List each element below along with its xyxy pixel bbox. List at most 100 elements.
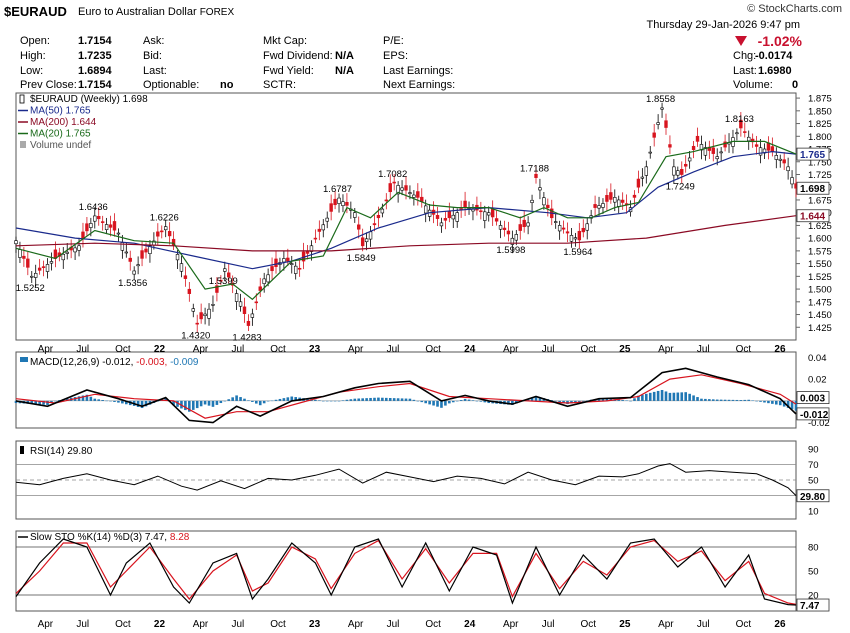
macd-hist-bar [459, 400, 463, 401]
price-xlabel-15: 25 [619, 344, 631, 355]
macd-hist-bar [50, 400, 53, 403]
macd-legend-icon [20, 357, 28, 362]
macd-hist-bar [85, 394, 89, 401]
macd-hist-bar [42, 400, 45, 405]
macd-hist-bar [708, 399, 711, 401]
candle-body [360, 237, 365, 247]
price-xlabel-3: 22 [154, 344, 166, 355]
macd-hist-bar [617, 399, 621, 401]
macd-hist-bar [633, 398, 636, 401]
macd-hist-bar [282, 398, 286, 401]
candle-body [41, 266, 46, 268]
sto-ytick-2: 20 [808, 591, 819, 602]
tag-sto-box [796, 598, 830, 612]
last-earnings-label: Last Earnings: [383, 65, 454, 77]
macd-hist-bar [526, 399, 530, 401]
macd-hist-bar [424, 400, 427, 404]
candle-body [33, 272, 38, 278]
ma-line-2 [15, 140, 797, 301]
candle-body [341, 201, 345, 206]
macd-hist-bar [562, 400, 565, 404]
tag-ma200-box [796, 209, 830, 223]
macd-hist-bar [511, 400, 514, 405]
macd-hist-bar [172, 400, 175, 406]
price-xlabel-12: Apr [503, 344, 519, 355]
macd-hist-bar [227, 399, 231, 401]
low-label: Low: [20, 65, 44, 77]
macd-hist-bar [219, 400, 223, 404]
macd-line [15, 367, 797, 424]
price-pivot-label-8: 1.5849 [347, 253, 376, 264]
macd-hist-bar [676, 392, 680, 401]
mkt-cap-label: Mkt Cap: [263, 35, 308, 47]
candle-body [443, 218, 448, 221]
candle-body [786, 166, 790, 172]
candle-body [392, 181, 396, 184]
candle-body [510, 237, 515, 245]
sctr-label: SCTR: [263, 79, 296, 91]
macd-hist-bar [392, 398, 396, 401]
macd-hist-bar [286, 397, 290, 401]
macd-hist-bar [436, 400, 439, 407]
macd-hist-bar [144, 400, 148, 407]
bottom-xlabel-16: Apr [658, 619, 674, 630]
candle-body [687, 157, 692, 162]
macd-hist-bar [739, 400, 743, 401]
rsi-ytick-0: 90 [808, 444, 819, 455]
macd-hist-bar [34, 400, 37, 405]
candle-body [297, 267, 302, 270]
macd-hist-bar [278, 398, 282, 401]
price-pivot-label-11: 1.7188 [520, 164, 549, 175]
eps-label: EPS: [383, 50, 409, 62]
candle-body [14, 240, 18, 245]
candle-body [242, 306, 247, 314]
macd-ytick-0: 0.04 [808, 353, 827, 364]
candle-body [416, 191, 420, 198]
candle-body [790, 177, 794, 185]
candle-body [593, 204, 597, 208]
price-legend-4: Volume undef [30, 140, 91, 151]
bottom-xlabel-0: Apr [38, 619, 54, 630]
candle-body [18, 249, 22, 258]
macd-hist-bar [270, 400, 274, 402]
macd-hist-bar [755, 400, 758, 402]
price-xlabel-10: Oct [425, 344, 441, 355]
candle-body [494, 218, 499, 222]
candle-body [487, 212, 491, 216]
macd-hist-bar [605, 398, 609, 401]
candle-body [463, 200, 467, 208]
price-pivot-label-6: 1.4283 [232, 333, 261, 344]
candle-body [333, 198, 337, 206]
macd-hist-bar [648, 392, 652, 401]
macd-hist-bar [109, 400, 112, 402]
macd-hist-bar [743, 399, 747, 401]
macd-hist-bar [191, 400, 195, 410]
bid-label: Bid: [143, 50, 162, 62]
price-pivot-label-12: 1.5964 [563, 247, 592, 258]
candle-body [758, 147, 763, 156]
volume-value: 0 [792, 79, 799, 91]
candle-body [388, 183, 392, 193]
candle-body [546, 204, 550, 209]
macd-hist-bar [463, 398, 467, 401]
candle-body [305, 251, 310, 254]
macd-hist-bar [656, 390, 660, 401]
candle-body [77, 245, 81, 251]
price-panel-frame [15, 92, 797, 341]
macd-hist-bar [558, 400, 561, 403]
candle-body [364, 238, 369, 243]
macd-hist-bar [585, 400, 589, 401]
macd-hist-bar [428, 400, 431, 405]
macd-hist-bar [93, 398, 97, 401]
candle-body [73, 247, 77, 253]
macd-panel-frame [15, 351, 797, 429]
sto-ytick-1: 50 [808, 567, 819, 578]
macd-hist-bar [672, 392, 676, 401]
macd-hist-bar [538, 397, 542, 401]
price-xlabel-6: Oct [270, 344, 286, 355]
change-percent: -1.02% [757, 33, 802, 49]
macd-hist-bar [117, 400, 120, 403]
price-pivot-label-10: 1.5998 [496, 245, 525, 256]
fwd-dividend-label: Fwd Dividend: [263, 50, 333, 62]
